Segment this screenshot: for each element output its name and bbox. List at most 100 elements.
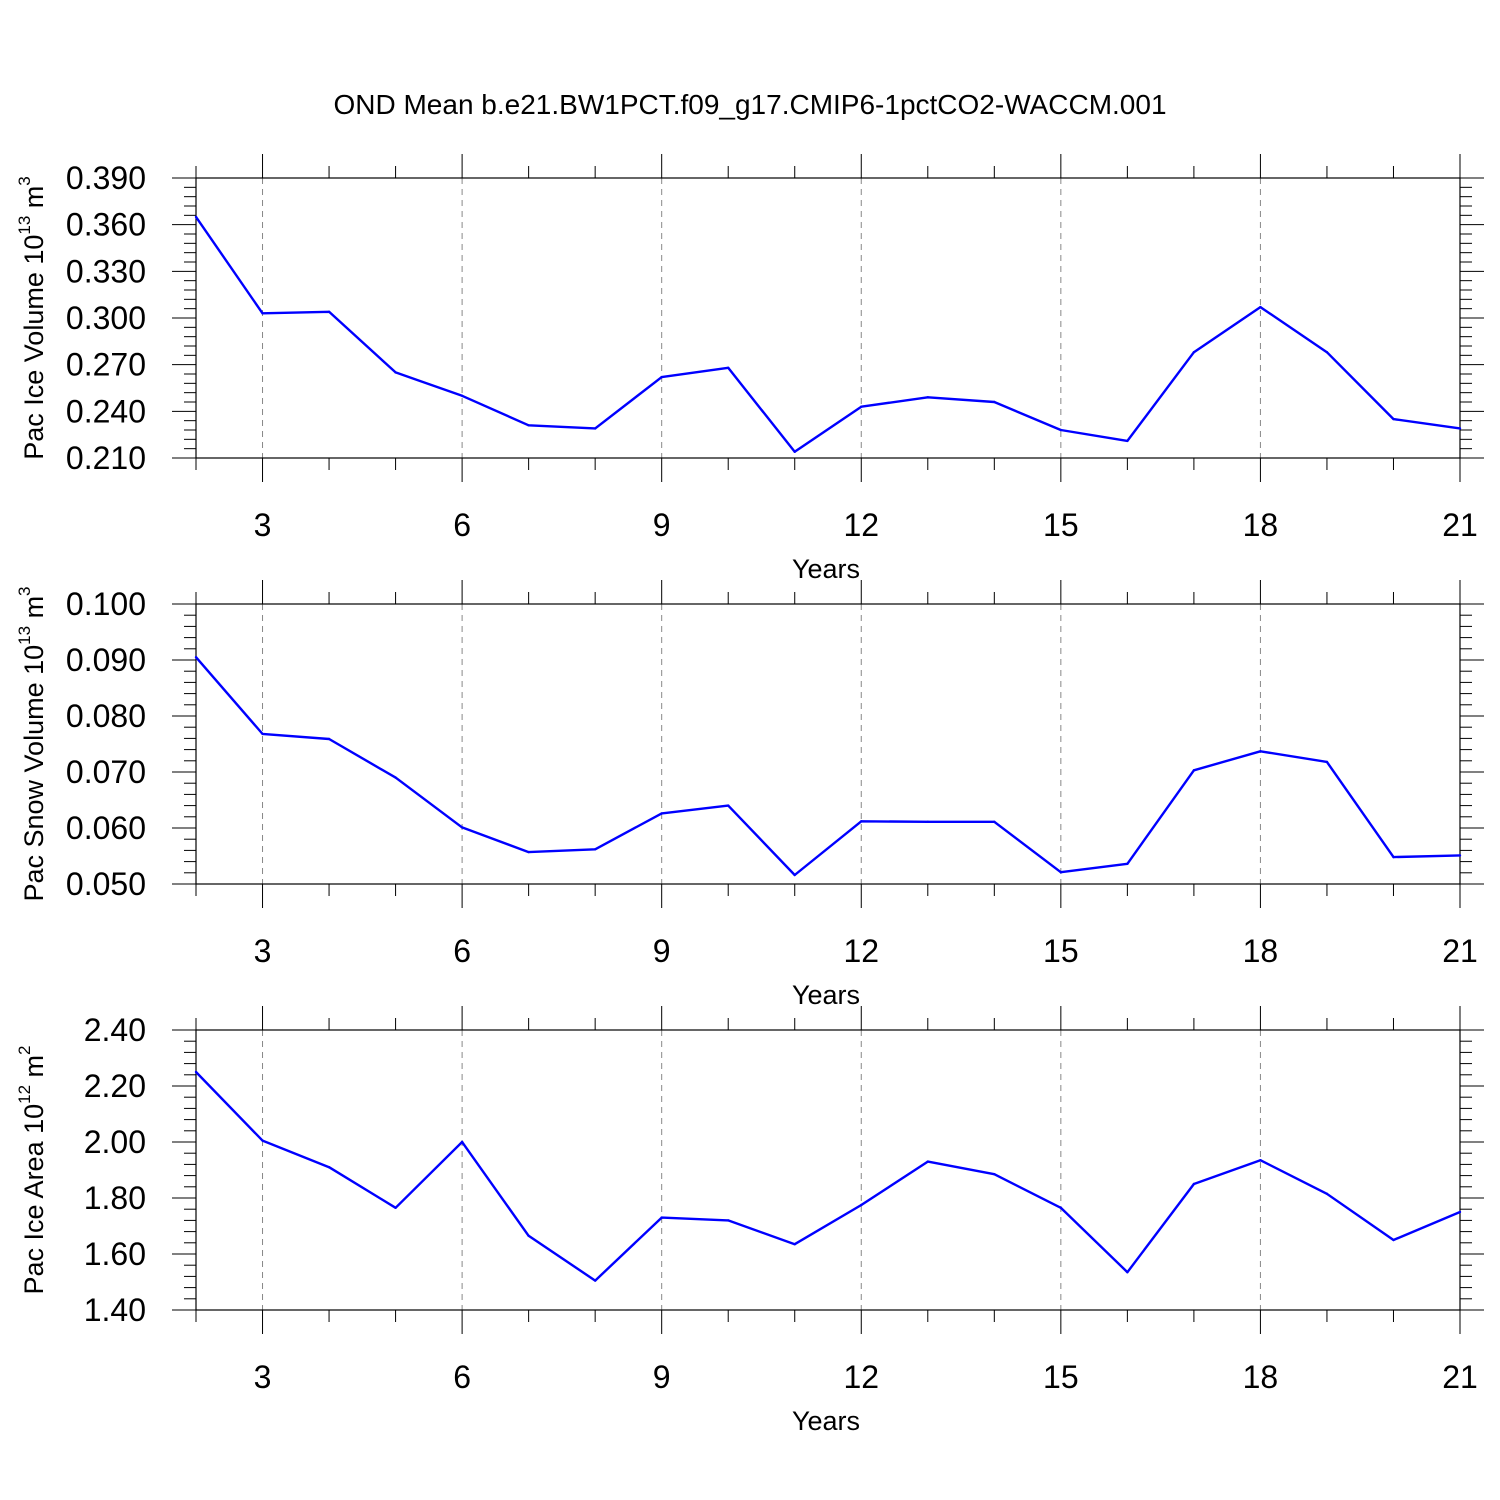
y-axis-title-unit: m	[19, 596, 49, 626]
data-point	[327, 1166, 331, 1169]
data-point	[261, 732, 264, 736]
data-point	[593, 427, 597, 430]
data-point	[660, 812, 663, 815]
data-point	[793, 450, 796, 453]
x-tick-label: 18	[1243, 507, 1279, 543]
data-point	[1325, 760, 1329, 764]
x-tick-label: 3	[254, 933, 272, 969]
y-tick-label: 2.40	[84, 1012, 146, 1048]
x-axis-title: Years	[792, 980, 860, 1010]
data-point	[593, 1279, 597, 1282]
y-axis-title-exponent: 13	[15, 626, 34, 645]
x-axis-title: Years	[792, 1406, 860, 1436]
x-tick-label: 21	[1442, 933, 1478, 969]
data-point	[194, 215, 198, 219]
data-point	[1126, 862, 1129, 866]
x-tick-label: 12	[843, 507, 879, 543]
y-tick-label: 1.60	[84, 1236, 146, 1272]
data-point	[660, 1216, 663, 1219]
data-point	[194, 1070, 198, 1074]
data-point	[860, 1203, 863, 1207]
y-tick-label: 1.80	[84, 1180, 146, 1216]
y-tick-label: 0.390	[66, 160, 146, 196]
series-line	[195, 656, 1461, 877]
panel-2: 0.050 0.060 0.070 0.080 0.090 0.100 3 6 9 12 15 18 2…	[15, 580, 1484, 1010]
data-point	[993, 1173, 996, 1176]
y-axis-title: Pac Ice Area 1012 m2	[15, 1045, 49, 1294]
series-line	[195, 1071, 1461, 1282]
y-tick-label: 2.00	[84, 1124, 146, 1160]
x-tick-label: 21	[1442, 1359, 1478, 1395]
data-point	[926, 396, 929, 399]
data-point	[860, 820, 863, 823]
y-tick-label: 2.20	[84, 1068, 146, 1104]
y-axis-title-unit: m	[19, 1055, 49, 1085]
data-point	[1192, 1182, 1196, 1186]
data-point	[527, 1234, 530, 1238]
data-point	[1458, 427, 1462, 430]
data-point	[261, 1139, 264, 1142]
x-tick-label: 18	[1243, 933, 1279, 969]
x-tick-label: 15	[1043, 1359, 1079, 1395]
data-point	[1458, 1210, 1462, 1214]
y-axis-title-exponent: 12	[15, 1085, 34, 1104]
x-tick-label: 9	[653, 1359, 671, 1395]
data-point	[793, 1243, 796, 1246]
data-point	[394, 1206, 397, 1210]
x-tick-label: 6	[453, 507, 471, 543]
y-tick-label: 0.270	[66, 347, 146, 383]
x-tick-label: 3	[254, 507, 272, 543]
plot-frame	[195, 1029, 1461, 1311]
data-point	[1192, 769, 1196, 772]
data-point	[460, 1140, 464, 1144]
x-tick-label: 21	[1442, 507, 1478, 543]
x-tick-label: 9	[653, 933, 671, 969]
data-point	[727, 366, 730, 369]
data-point	[993, 400, 996, 404]
y-tick-label: 0.240	[66, 393, 146, 429]
y-axis-title-text: Pac Ice Volume 10	[19, 235, 49, 460]
data-point	[926, 1160, 929, 1163]
y-tick-label: 0.050	[66, 866, 146, 902]
data-point	[1392, 417, 1395, 421]
y-tick-label: 0.070	[66, 754, 146, 790]
x-tick-label: 9	[653, 507, 671, 543]
x-tick-label: 18	[1243, 1359, 1279, 1395]
panel-1: 0.210 0.240 0.270 0.300 0.330 0.360 0.390 3 6 9 12…	[15, 154, 1484, 584]
data-point	[1325, 1192, 1329, 1196]
x-tick-label: 15	[1043, 933, 1079, 969]
data-point	[926, 820, 929, 824]
data-point	[394, 371, 397, 374]
x-tick-label: 12	[843, 1359, 879, 1395]
y-axis-title-unit: m	[19, 186, 49, 216]
y-tick-label: 0.210	[66, 440, 146, 476]
figure-title: OND Mean b.e21.BW1PCT.f09_g17.CMIP6-1pct…	[333, 89, 1166, 120]
y-axis-title: Pac Ice Volume 1013 m3	[15, 176, 49, 460]
series-line	[195, 216, 1461, 453]
data-point	[660, 375, 663, 379]
data-point	[194, 656, 198, 659]
y-axis-title-text: Pac Snow Volume 10	[19, 645, 49, 902]
y-tick-label: 0.300	[66, 300, 146, 336]
data-point	[1325, 351, 1329, 354]
y-axis-title-text: Pac Ice Area 10	[19, 1104, 49, 1295]
data-point	[1126, 439, 1129, 443]
y-axis-title-unit-exponent: 2	[15, 1045, 34, 1054]
y-tick-label: 0.080	[66, 698, 146, 734]
panel-3: 1.40 1.60 1.80 2.00 2.20 2.40 3 6 9 12 15 18 21 Years…	[15, 1006, 1484, 1436]
y-axis-title: Pac Snow Volume 1013 m3	[15, 586, 49, 901]
data-point	[394, 776, 397, 779]
y-tick-label: 0.060	[66, 810, 146, 846]
y-axis-title-unit-exponent: 3	[15, 586, 34, 595]
plot-frame	[195, 603, 1461, 885]
data-point	[793, 873, 796, 877]
data-point	[1392, 855, 1395, 859]
data-point	[527, 424, 530, 427]
x-axis-title: Years	[792, 554, 860, 584]
data-point	[1059, 428, 1063, 432]
data-point	[460, 826, 464, 829]
data-point	[593, 848, 597, 851]
y-tick-label: 1.40	[84, 1292, 146, 1328]
data-point	[1392, 1238, 1395, 1242]
